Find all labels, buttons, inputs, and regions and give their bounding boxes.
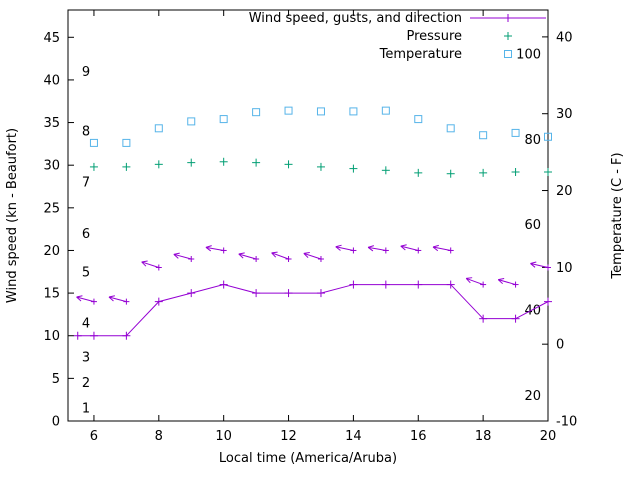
y-left-tick-label: 30: [43, 159, 60, 174]
x-tick-label: 6: [90, 429, 98, 444]
beaufort-scale-label: 7: [82, 176, 90, 191]
legend: Wind speed, gusts, and direction Pressure…: [249, 11, 546, 62]
y-right-tick-label: 10: [556, 261, 573, 276]
x-tick-label: 18: [475, 429, 492, 444]
beaufort-scale-label: 6: [82, 227, 90, 242]
beaufort-scale-label: 9: [82, 65, 90, 80]
fahrenheit-scale-label: 60: [524, 218, 541, 233]
series-wind-speed: [73, 280, 552, 340]
beaufort-scale-label: 1: [82, 402, 90, 417]
x-tick-label: 10: [215, 429, 232, 444]
y-axis-left-label: Wind speed (kn - Beaufort): [5, 128, 20, 303]
y-axis-right-label: Temperature (C - F): [610, 152, 625, 279]
legend-label: Temperature: [379, 47, 462, 62]
y-right-tick-label: 30: [556, 107, 573, 122]
y-right-tick-label: 0: [556, 338, 564, 353]
series-pressure: [89, 157, 552, 178]
y-left-tick-label: 10: [43, 329, 60, 344]
beaufort-scale-label: 4: [82, 316, 90, 331]
y-right-tick-label: 20: [556, 184, 573, 199]
beaufort-scale-label: 2: [82, 376, 90, 391]
x-axis-label: Local time (America/Aruba): [219, 451, 397, 466]
beaufort-scale-label: 8: [82, 125, 90, 140]
x-tick-label: 12: [280, 429, 297, 444]
legend-label: Wind speed, gusts, and direction: [249, 11, 462, 26]
fahrenheit-scale-label: 20: [524, 389, 541, 404]
y-right-tick-label: -10: [556, 415, 577, 430]
fahrenheit-scale-label: 80: [524, 133, 541, 148]
y-right-tick-label: 40: [556, 30, 573, 45]
x-tick-label: 20: [540, 429, 557, 444]
y-left-tick-label: 35: [43, 116, 60, 131]
y-left-tick-label: 0: [52, 415, 60, 430]
y-left-tick-label: 15: [43, 287, 60, 302]
y-left-tick-label: 20: [43, 244, 60, 259]
series-temperature: [89, 106, 552, 147]
y-left-tick-label: 5: [52, 372, 60, 387]
fahrenheit-scale-label: 100: [516, 47, 541, 62]
plot-border: [67, 9, 549, 422]
x-tick-label: 14: [345, 429, 362, 444]
axes: 6 8 10 12 14 16 18 20051015202530354045-1001020…: [5, 9, 625, 466]
fahrenheit-scale-label: 40: [524, 304, 541, 319]
y-left-tick-label: 25: [43, 201, 60, 216]
series-wind-gusts-vectors: [76, 244, 551, 305]
y-left-tick-label: 40: [43, 73, 60, 88]
x-tick-label: 8: [155, 429, 163, 444]
y-left-tick-label: 45: [43, 31, 60, 46]
beaufort-scale-label: 5: [82, 265, 90, 280]
legend-label: Pressure: [406, 29, 462, 44]
beaufort-scale-label: 3: [82, 351, 90, 366]
x-tick-label: 16: [410, 429, 427, 444]
